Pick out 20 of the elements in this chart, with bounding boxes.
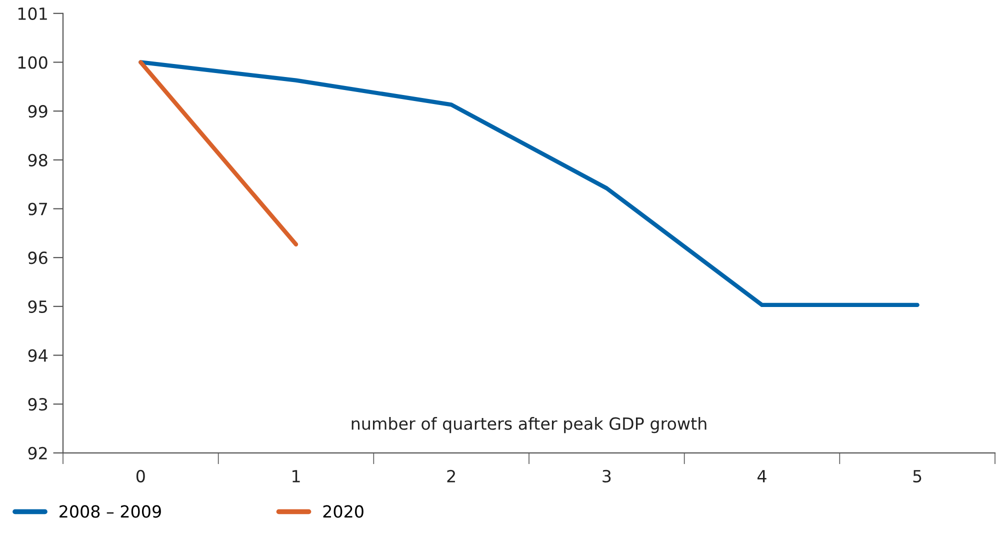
y-tick-label: 95 — [28, 300, 47, 313]
y-tick-label: 96 — [28, 252, 48, 264]
y-tick-label: 97 — [28, 202, 47, 216]
x-tick-label: 5 — [913, 470, 922, 482]
y-tick-label: 100 — [18, 56, 48, 69]
legend-label: 2020 — [323, 505, 364, 518]
x-tick-label: 1 — [292, 470, 300, 482]
x-tick-label: 0 — [136, 470, 145, 482]
x-tick-label: 3 — [602, 470, 611, 482]
y-tick-label: 93 — [28, 398, 48, 411]
x-tick-label: 4 — [758, 470, 766, 482]
y-tick-label: 99 — [28, 105, 48, 118]
y-tick-label: 92 — [28, 446, 47, 460]
y-tick-label: 98 — [28, 154, 48, 166]
x-axis-title: number of quarters after peak GDP growth — [352, 417, 706, 434]
legend-label: 2008 – 2009 — [60, 505, 161, 518]
line-series — [138, 60, 920, 308]
y-tick-label: 101 — [18, 7, 47, 20]
x-tick-label: 2 — [447, 470, 455, 482]
y-tick-label: 94 — [28, 349, 48, 362]
